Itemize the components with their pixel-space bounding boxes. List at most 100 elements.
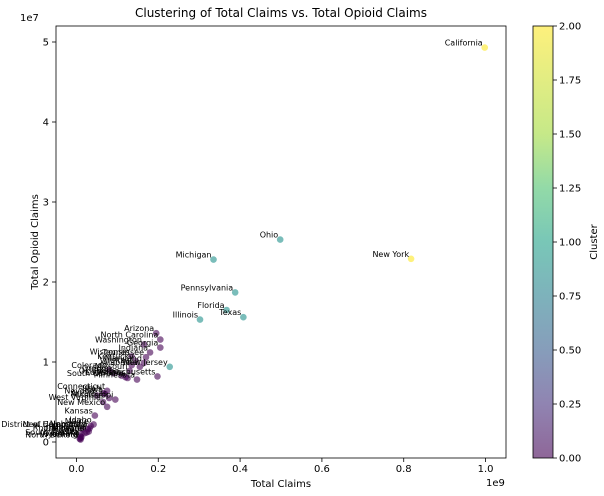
- points-layer: [76, 44, 489, 443]
- data-point: [223, 306, 230, 314]
- colorbar-tick-label: 2.00: [559, 22, 581, 33]
- colorbar-tick-label: 0.75: [559, 292, 581, 303]
- point-annotation: South Carolina: [67, 369, 126, 378]
- point-annotation: California: [445, 39, 483, 48]
- plot-frame: [55, 25, 507, 459]
- point-annotation: Indiana: [118, 343, 148, 352]
- colorbar-tick-label: 1.50: [559, 130, 581, 141]
- data-point: [157, 336, 164, 343]
- point-annotation: Washington: [95, 335, 142, 344]
- data-point: [99, 398, 107, 406]
- x-tick-label: 1.0: [478, 464, 494, 475]
- point-annotation: Hawaii: [53, 425, 80, 434]
- plot-area: California New York Ohio Michigan Pennsylvan…: [1, 25, 507, 459]
- colorbar-tick-label: 1.00: [559, 238, 581, 249]
- point-annotation: Maine: [65, 417, 89, 426]
- point-annotation: Iowa: [84, 385, 103, 394]
- colorbar-tick-label: 0.25: [559, 400, 581, 411]
- data-point: [133, 376, 141, 383]
- point-annotation: New Jersey: [123, 358, 168, 367]
- x-tick-label: 0.0: [69, 464, 85, 475]
- point-annotation: Colorado: [71, 361, 107, 370]
- point-annotation: New Mexico: [57, 398, 105, 407]
- point-annotation: Wisconsin: [90, 347, 130, 356]
- data-point: [407, 255, 415, 263]
- data-point: [128, 361, 135, 369]
- point-annotation: Montana: [52, 423, 87, 432]
- data-point: [166, 363, 174, 371]
- point-annotation: Alabama: [103, 358, 138, 367]
- colorbar-tick-label: 0.50: [559, 346, 581, 357]
- point-annotation: New Hampshire: [23, 420, 86, 429]
- point-annotation: Nebraska: [50, 419, 88, 428]
- point-annotation: North Carolina: [100, 331, 158, 340]
- data-point: [154, 373, 161, 380]
- data-point: [146, 349, 154, 356]
- colorbar: 0.00 0.25 0.50 0.75 1.00 1.25 1.50 1.75 2.00 Clu…: [532, 22, 600, 465]
- point-annotation: Oklahoma: [79, 367, 120, 376]
- point-annotation: Texas: [218, 308, 241, 317]
- point-annotation: Nevada: [64, 387, 95, 396]
- chart-title: Clustering of Total Claims vs. Total Opi…: [135, 6, 427, 20]
- data-point: [210, 256, 217, 263]
- data-point: [196, 316, 204, 323]
- point-annotation: District of Columbia: [1, 420, 80, 429]
- point-annotation: Utah: [82, 384, 101, 393]
- colorbar-label: Cluster: [589, 223, 600, 259]
- point-annotation: Wyoming: [40, 430, 78, 439]
- point-annotation: Illinois: [173, 311, 198, 320]
- data-point: [103, 403, 111, 411]
- point-annotation: Tennessee: [101, 348, 144, 357]
- data-point: [142, 353, 150, 361]
- x-tick-label: 0.6: [314, 464, 330, 475]
- x-axis-label: Total Claims: [250, 479, 311, 490]
- colorbar-gradient: [533, 26, 553, 458]
- data-point: [101, 390, 109, 398]
- point-annotation: Vermont: [45, 429, 79, 438]
- annotations-layer: California New York Ohio Michigan Pennsylvan…: [1, 39, 483, 440]
- point-annotation: South Dakota: [25, 428, 79, 437]
- data-point: [109, 369, 117, 377]
- x-tick-label: 0.2: [150, 464, 166, 475]
- y-tick-label: 4: [43, 118, 49, 129]
- x-tick-label: 0.8: [396, 464, 412, 475]
- point-annotation: Maryland: [105, 354, 142, 363]
- y-axis-offset-label: 1e7: [20, 13, 39, 24]
- point-annotation: Idaho: [69, 415, 91, 424]
- point-annotation: Massachusetts: [96, 367, 155, 376]
- point-annotation: Mississippi: [71, 391, 114, 400]
- data-point: [128, 353, 135, 360]
- data-point: [124, 374, 131, 382]
- point-annotation: Connecticut: [57, 382, 105, 391]
- colorbar-tick-label: 1.25: [559, 184, 581, 195]
- point-annotation: New York: [372, 250, 409, 259]
- point-annotation: Rhode Island: [33, 423, 85, 432]
- data-point: [132, 357, 140, 365]
- data-point: [231, 289, 239, 296]
- x-tick-label: 0.4: [232, 464, 248, 475]
- y-axis-label: Total Opioid Claims: [30, 194, 41, 291]
- colorbar-tick-label: 0.00: [559, 454, 581, 465]
- point-annotation: Georgia: [127, 339, 158, 348]
- point-annotation: Kentucky: [97, 352, 134, 361]
- point-annotation: Alaska: [52, 427, 78, 436]
- point-annotation: Arkansas: [71, 389, 107, 398]
- point-annotation: Kansas: [65, 407, 93, 416]
- data-point: [152, 329, 160, 337]
- y-tick-label: 3: [43, 198, 49, 209]
- point-annotation: North Dakota: [25, 431, 78, 440]
- y-tick-label: 2: [43, 278, 49, 289]
- data-point: [112, 396, 119, 403]
- point-annotation: Minnesota: [94, 371, 135, 380]
- point-annotation: Missouri: [95, 362, 128, 371]
- data-point: [140, 359, 148, 367]
- point-annotation: Pennsylvania: [181, 283, 234, 292]
- point-annotation: Michigan: [176, 251, 212, 260]
- colorbar-tick-label: 1.75: [559, 76, 581, 87]
- x-axis-offset-label: 1e9: [486, 478, 505, 489]
- y-tick-label: 1: [43, 358, 49, 369]
- y-tick-label: 0: [43, 438, 49, 449]
- point-annotation: Florida: [197, 301, 224, 310]
